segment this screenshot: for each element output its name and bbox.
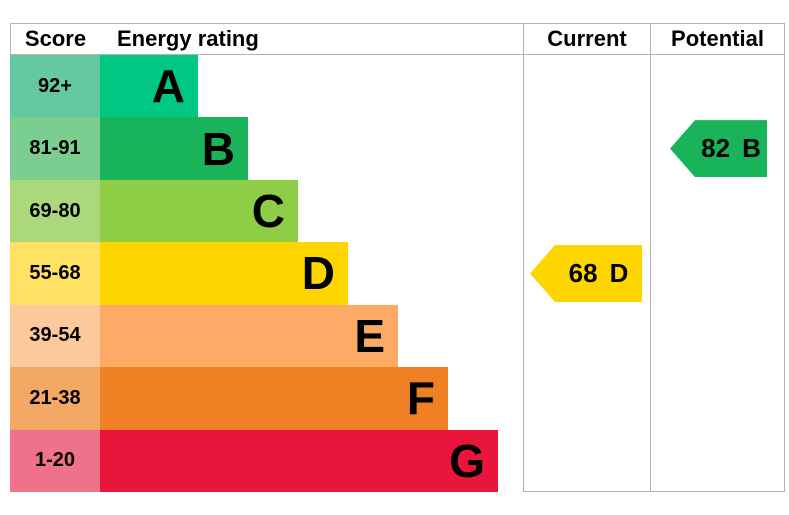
band-row-f: 21-38 F	[10, 367, 785, 430]
bar-area: A	[100, 55, 523, 118]
score-cell: 21-38	[10, 367, 100, 430]
band-letter: G	[449, 434, 485, 487]
potential-column-cell	[650, 367, 785, 430]
band-row-c: 69-80 C	[10, 179, 785, 243]
score-cell: 55-68	[10, 242, 100, 305]
current-column-cell	[523, 55, 650, 118]
band-letter: F	[406, 372, 435, 425]
band-row-d: 55-68 D	[10, 242, 785, 305]
rating-bar: G	[100, 429, 498, 492]
energy-rating-column-header: Energy rating	[117, 26, 259, 51]
band-letter: A	[151, 60, 185, 113]
potential-column-cell	[650, 429, 785, 492]
potential-rating-band: B	[742, 133, 761, 164]
rating-bar: F	[100, 367, 448, 430]
potential-rating-value: 82	[701, 133, 731, 164]
potential-column-header: Potential	[650, 24, 785, 54]
band-letter: E	[354, 309, 385, 362]
bar-area: C	[100, 179, 523, 243]
current-column-cell	[523, 304, 650, 368]
band-letter: D	[301, 247, 335, 300]
current-column-cell	[523, 242, 650, 305]
bar-area: E	[100, 304, 523, 368]
score-cell: 39-54	[10, 304, 100, 368]
score-cell: 92+	[10, 55, 100, 118]
potential-column-cell	[650, 117, 785, 180]
current-rating-value: 68	[568, 258, 598, 288]
score-cell: 69-80	[10, 179, 100, 243]
bar-area: F	[100, 367, 523, 430]
band-row-a: 92+ A	[10, 55, 785, 118]
band-row-b: 81-91 B	[10, 117, 785, 180]
current-rating-band: D	[609, 258, 629, 288]
current-column-cell	[523, 179, 650, 243]
bar-area: D	[100, 242, 523, 305]
potential-column-cell	[650, 242, 785, 305]
score-cell: 1-20	[10, 429, 100, 492]
score-cell: 81-91	[10, 117, 100, 180]
rating-bar: A	[100, 55, 198, 118]
current-column-cell	[523, 367, 650, 430]
band-rows: 92+ A 81-91 B 69	[10, 55, 785, 492]
current-column-cell	[523, 429, 650, 492]
potential-column-cell	[650, 55, 785, 118]
score-column-header: Score	[10, 24, 100, 54]
band-letter: C	[251, 185, 285, 238]
rating-bar: C	[100, 179, 298, 243]
band-row-g: 1-20 G	[10, 429, 785, 492]
rating-bar: B	[100, 117, 248, 180]
current-column-cell	[523, 117, 650, 180]
band-row-e: 39-54 E	[10, 304, 785, 368]
epc-table: Score Energy rating Current Potential 92…	[10, 23, 785, 492]
bar-area: B	[100, 117, 523, 180]
current-rating-arrow: 68 D	[530, 245, 642, 302]
current-column-header: Current	[523, 24, 650, 54]
header-row: Score Energy rating Current Potential	[10, 23, 785, 55]
potential-column-cell	[650, 179, 785, 243]
band-letter: B	[201, 122, 235, 175]
bar-area: G	[100, 429, 523, 492]
rating-bar: E	[100, 304, 398, 368]
potential-column-cell	[650, 304, 785, 368]
rating-bar: D	[100, 242, 348, 305]
